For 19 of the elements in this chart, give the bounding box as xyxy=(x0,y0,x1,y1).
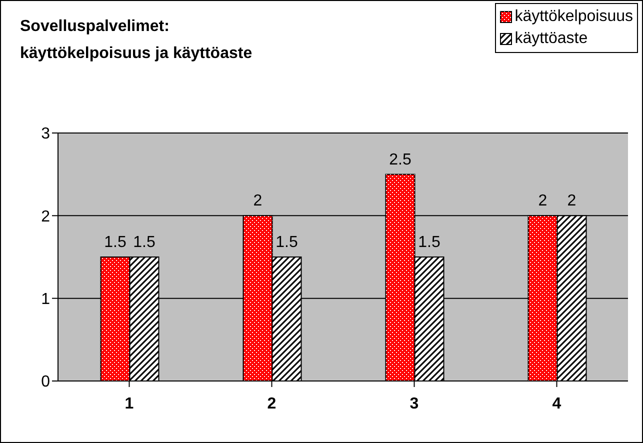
data-label: 1.5 xyxy=(276,234,298,251)
data-label: 2.5 xyxy=(389,151,412,168)
data-label: 2 xyxy=(253,192,262,210)
data-label: 1.5 xyxy=(104,234,126,251)
data-label: 2 xyxy=(538,192,548,210)
data-label: 2 xyxy=(567,192,576,210)
x-tick-label: 4 xyxy=(552,395,562,412)
x-tick-label: 2 xyxy=(267,395,276,412)
data-label: 1.5 xyxy=(418,234,440,251)
x-tick-label: 3 xyxy=(410,395,419,412)
x-tick-label: 1 xyxy=(124,395,134,412)
data-label: 1.5 xyxy=(133,234,156,251)
legend-label: käyttökelpoisuus xyxy=(514,7,633,27)
y-tick-label: 0 xyxy=(41,374,50,391)
y-tick-label: 1 xyxy=(41,291,50,308)
legend-label: käyttöaste xyxy=(514,29,588,49)
chart-title: Sovelluspalvelimet: käyttökelpoisuus ja käyttöaste xyxy=(20,17,252,64)
y-tick-label: 3 xyxy=(41,126,50,143)
y-tick-label: 2 xyxy=(41,208,50,226)
